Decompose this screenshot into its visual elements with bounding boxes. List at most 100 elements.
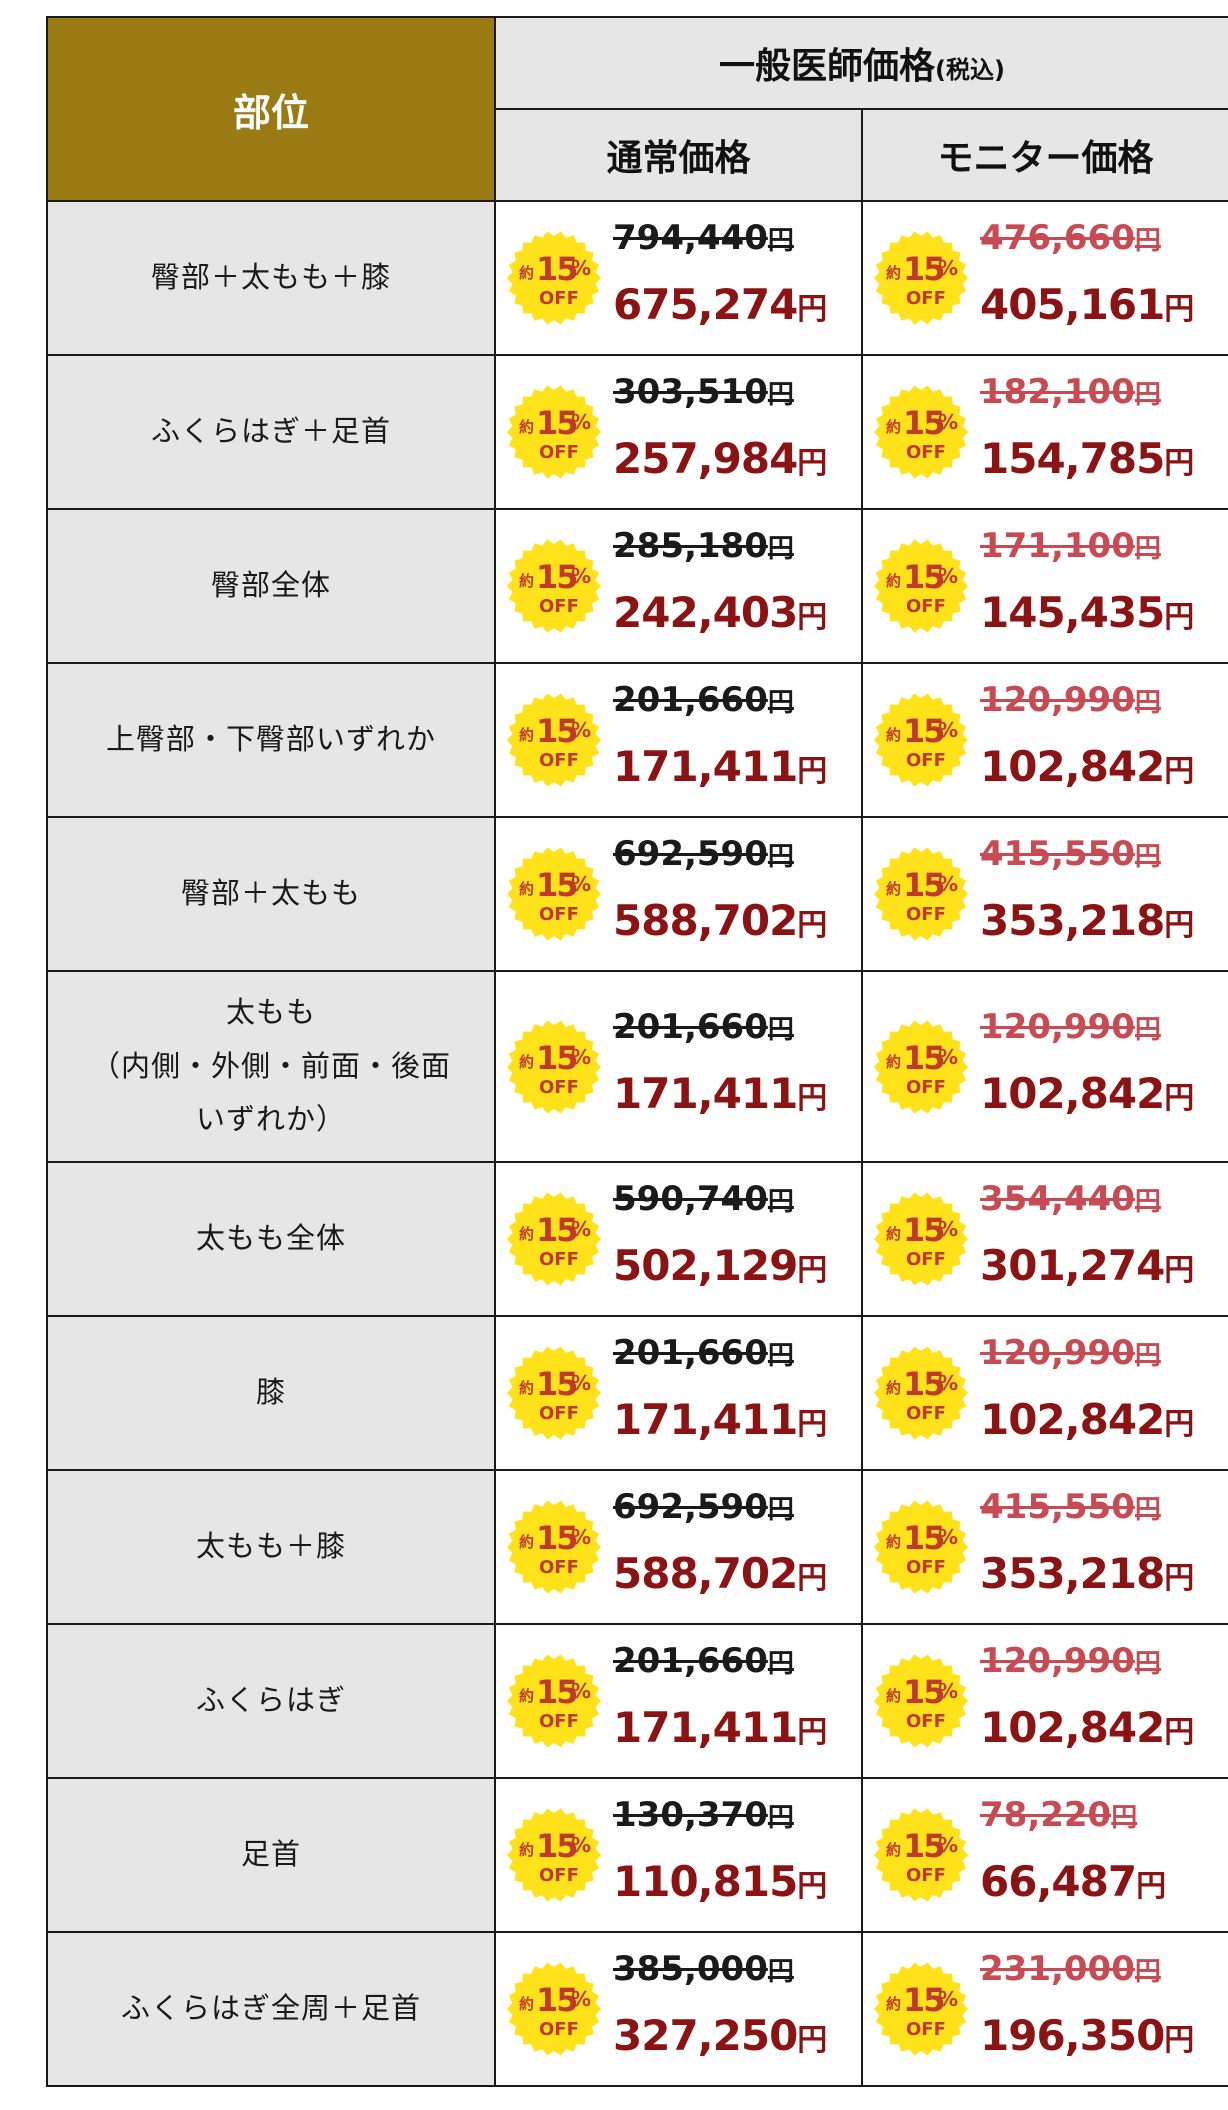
monitor-original-price: 415,550円 [980,834,1161,874]
regular-price-cell: 約 15% OFF 590,740円 502,129円 [494,1161,863,1317]
regular-price-cell: 約 15% OFF 285,180円 242,403円 [494,508,863,664]
svg-text:%: % [938,1371,958,1395]
body-part-label: 足首 [46,1777,496,1933]
discount-badge-icon: 約 15% OFF [873,692,969,788]
regular-discount-price: 242,403円 [613,588,827,637]
regular-price-cell: 約 15% OFF 692,590円 588,702円 [494,1469,863,1625]
svg-text:%: % [938,1045,958,1069]
monitor-price-cell: 約 15% OFF 78,220円 66,487円 [860,1777,1228,1933]
regular-discount-price: 588,702円 [613,1549,827,1598]
regular-original-price: 285,180円 [613,526,794,566]
svg-text:OFF: OFF [539,1403,579,1424]
table-row: 太もも （内側・外側・前面・後面 いずれか）約 15% OFF 201,660円 171,4… [46,970,1228,1163]
regular-price-cell: 約 15% OFF 303,510円 257,984円 [494,354,863,510]
monitor-price-cell: 約 15% OFF 231,000円 196,350円 [860,1931,1228,2087]
svg-text:%: % [938,256,958,280]
price-table: 部位 一般医師価格(税込) 通常価格 モニター価格 臀部＋太もも＋膝約 15% OF… [46,16,1228,2087]
regular-discount-price: 171,411円 [613,1395,827,1444]
svg-text:%: % [938,1217,958,1241]
svg-text:OFF: OFF [906,750,946,771]
regular-price-cell: 約 15% OFF 201,660円 171,411円 [494,1623,863,1779]
discount-badge-icon: 約 15% OFF [873,1653,969,1749]
svg-text:%: % [938,410,958,434]
svg-text:15: 15 [536,1365,577,1403]
monitor-price-header: モニター価格 [860,108,1228,202]
svg-text:OFF: OFF [539,1077,579,1098]
svg-text:OFF: OFF [906,1711,946,1732]
svg-text:%: % [938,1833,958,1857]
discount-badge-icon: 約 15% OFF [873,1345,969,1441]
svg-text:15: 15 [903,404,944,442]
regular-price-cell: 約 15% OFF 130,370円 110,815円 [494,1777,863,1933]
discount-badge-icon: 約 15% OFF [873,846,969,942]
discount-badge-icon: 約 15% OFF [873,1191,969,1287]
monitor-original-price: 231,000円 [980,1949,1161,1989]
svg-text:約: 約 [886,1533,901,1551]
monitor-original-price: 182,100円 [980,372,1161,412]
svg-text:約: 約 [519,572,534,590]
svg-text:約: 約 [519,264,534,282]
svg-text:%: % [571,872,591,896]
svg-text:15: 15 [903,250,944,288]
svg-text:15: 15 [903,866,944,904]
svg-text:約: 約 [519,1687,534,1705]
discount-badge-icon: 約 15% OFF [506,1807,602,1903]
svg-text:15: 15 [903,1211,944,1249]
svg-text:OFF: OFF [906,1557,946,1578]
svg-text:OFF: OFF [539,904,579,925]
svg-text:15: 15 [536,1039,577,1077]
monitor-price-cell: 約 15% OFF 476,660円 405,161円 [860,200,1228,356]
table-row: 臀部全体 約 15% OFF 285,180円 242,403円約 15% OFF 171,10… [46,508,1228,664]
monitor-original-price: 415,550円 [980,1487,1161,1527]
monitor-price-cell: 約 15% OFF 415,550円 353,218円 [860,816,1228,972]
table-row: 臀部＋太もも約 15% OFF 692,590円 588,702円約 15% OFF 415,… [46,816,1228,972]
regular-discount-price: 171,411円 [613,742,827,791]
regular-discount-price: 502,129円 [613,1241,827,1290]
svg-text:約: 約 [519,1053,534,1071]
regular-price-cell: 約 15% OFF 794,440円 675,274円 [494,200,863,356]
svg-text:OFF: OFF [539,596,579,617]
monitor-original-price: 120,990円 [980,1333,1161,1373]
regular-price-cell: 約 15% OFF 201,660円 171,411円 [494,970,863,1163]
svg-text:OFF: OFF [906,2019,946,2040]
regular-original-price: 201,660円 [613,1333,794,1373]
regular-discount-price: 327,250円 [613,2011,827,2060]
body-part-label: 太もも （内側・外側・前面・後面 いずれか） [46,970,496,1163]
svg-text:15: 15 [536,404,577,442]
body-part-label: 臀部全体 [46,508,496,664]
svg-text:約: 約 [519,880,534,898]
svg-text:約: 約 [886,418,901,436]
svg-text:約: 約 [519,1225,534,1243]
monitor-price-cell: 約 15% OFF 354,440円 301,274円 [860,1161,1228,1317]
discount-badge-icon: 約 15% OFF [873,538,969,634]
monitor-original-price: 120,990円 [980,1641,1161,1681]
regular-price-cell: 約 15% OFF 385,000円 327,250円 [494,1931,863,2087]
regular-original-price: 794,440円 [613,218,794,258]
svg-text:15: 15 [903,1519,944,1557]
svg-text:%: % [571,1217,591,1241]
discount-badge-icon: 約 15% OFF [506,846,602,942]
tax-note: (税込) [935,56,1005,84]
svg-text:%: % [571,564,591,588]
table-row: 上臀部・下臀部いずれか約 15% OFF 201,660円 171,411円約 15% OF… [46,662,1228,818]
regular-discount-price: 588,702円 [613,896,827,945]
monitor-discount-price: 102,842円 [980,1395,1194,1444]
svg-text:約: 約 [886,1053,901,1071]
svg-text:OFF: OFF [906,904,946,925]
regular-original-price: 385,000円 [613,1949,794,1989]
monitor-price-cell: 約 15% OFF 415,550円 353,218円 [860,1469,1228,1625]
regular-price-cell: 約 15% OFF 201,660円 171,411円 [494,662,863,818]
body-part-label: 臀部＋太もも [46,816,496,972]
general-price-header: 一般医師価格(税込) [493,16,1228,110]
monitor-price-cell: 約 15% OFF 171,100円 145,435円 [860,508,1228,664]
table-row: 臀部＋太もも＋膝約 15% OFF 794,440円 675,274円約 15% OFF 47… [46,200,1228,356]
svg-text:%: % [571,410,591,434]
discount-badge-icon: 約 15% OFF [873,1961,969,2057]
regular-discount-price: 171,411円 [613,1068,827,1118]
monitor-discount-price: 66,487円 [980,1857,1166,1906]
table-row: 太もも全体約 15% OFF 590,740円 502,129円約 15% OFF 354,4… [46,1161,1228,1317]
regular-original-price: 692,590円 [613,834,794,874]
svg-text:約: 約 [886,572,901,590]
part-column-header: 部位 [46,16,496,202]
monitor-original-price: 78,220円 [980,1795,1138,1835]
